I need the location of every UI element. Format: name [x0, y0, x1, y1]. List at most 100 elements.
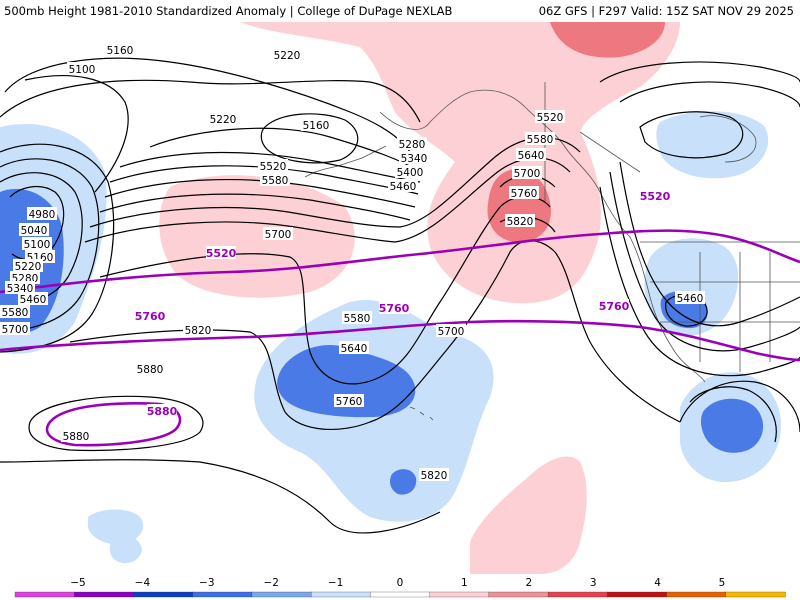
contour-label-text: 5700 — [514, 168, 541, 180]
contour-label-bg — [301, 118, 331, 131]
colorbar-swatch — [547, 591, 608, 598]
contour-label-bg — [535, 110, 565, 123]
colorbar-tick-label: 3 — [590, 577, 597, 589]
contour-label-bg — [675, 291, 705, 304]
clim-label-text: 5880 — [147, 405, 178, 418]
contour-label-bg — [0, 322, 30, 335]
anomaly-shading — [0, 22, 781, 574]
colorbar-swatches — [14, 591, 786, 598]
contour-label: 5400 — [395, 165, 425, 179]
contour-label-text: 5340 — [401, 153, 428, 165]
contour-label-text: 5460 — [677, 293, 704, 305]
contour-label-text: 5220 — [210, 114, 237, 126]
contour-east-trough-3 — [599, 61, 800, 83]
contour-southeast-1 — [689, 386, 777, 443]
contour-label-bg — [61, 429, 91, 442]
contour-label-bg — [399, 151, 429, 164]
contour-label-text: 5100 — [69, 64, 96, 76]
contour-label-text: 5880 — [137, 364, 164, 376]
contour-label: 5820 — [419, 468, 449, 482]
contour-label-text: 5820 — [185, 325, 212, 337]
contour-label-bg — [183, 323, 213, 336]
contour-label-bg — [18, 292, 48, 305]
clim-label-bg — [599, 299, 629, 312]
contour-label: 5520 — [258, 159, 288, 173]
neg-anomaly-small-core — [390, 469, 417, 495]
contour-label-text: 5280 — [399, 139, 426, 151]
contour-label-text: 5520 — [537, 112, 564, 124]
contour-label: 5280 — [397, 137, 427, 151]
contour-label-bg — [22, 237, 52, 250]
contour-label: 5220 — [272, 48, 302, 62]
clim-label: 5760 — [379, 301, 410, 315]
clim-label: 5760 — [599, 299, 630, 313]
colorbar-swatch — [192, 591, 253, 598]
clim-label: 5520 — [206, 246, 237, 260]
contour-5160-low — [260, 113, 359, 164]
contour-label: 5220 — [208, 112, 238, 126]
contour-label-text: 5580 — [2, 307, 29, 319]
contour-label: 5460 — [675, 291, 705, 305]
contour-5580-main — [84, 157, 571, 243]
contour-label: 5700 — [512, 166, 542, 180]
contour-low-west-3 — [0, 158, 100, 333]
contour-label: 5460 — [18, 292, 48, 306]
contour-label-text: 5580 — [527, 134, 554, 146]
contour-label-bg — [10, 271, 40, 284]
contour-label: 5580 — [0, 305, 30, 319]
colorbar-ticks: −5 −4 −3 −2 −1 0 1 2 3 4 5 — [70, 577, 725, 589]
contour-label: 5760 — [334, 394, 364, 408]
contour-label-text: 5760 — [511, 188, 538, 200]
contour-label-text: 5460 — [390, 181, 417, 193]
us-states — [650, 252, 800, 372]
contour-label-bg — [334, 394, 364, 407]
colorbar-swatch — [429, 591, 490, 598]
contour-label-text: 5700 — [265, 229, 292, 241]
alaska-coast — [379, 89, 631, 238]
contour-east-trough-6 — [599, 186, 800, 377]
contour-label-text: 5100 — [24, 239, 51, 251]
contour-label-text: 5700 — [2, 324, 29, 336]
contour-label: 5880 — [135, 362, 165, 376]
hudson-bay — [699, 115, 757, 163]
contour-label-text: 5640 — [518, 150, 545, 162]
contour-east-trough-4 — [619, 161, 800, 327]
contour-label-bg — [263, 227, 293, 240]
contour-label-bg — [67, 62, 97, 75]
contour-label: 5640 — [339, 341, 369, 355]
pos-anomaly-south — [470, 456, 587, 574]
colorbar-swatch — [14, 591, 75, 598]
contour-label-text: 5220 — [15, 261, 42, 273]
contour-label-text: 5160 — [107, 45, 134, 57]
contour-label: 4980 — [27, 207, 57, 221]
colorbar-swatch — [725, 591, 786, 598]
climatology-labels: 5520 5520 5760 5760 5760 5880 — [135, 189, 671, 418]
clim-label: 5760 — [135, 309, 166, 323]
contour-label-bg — [505, 214, 535, 227]
contour-5220-mid — [149, 127, 421, 173]
contour-label: 5340 — [399, 151, 429, 165]
contour-label-text: 4980 — [29, 209, 56, 221]
contour-east-trough-5 — [609, 171, 800, 352]
contour-label-bg — [388, 179, 418, 192]
clim-label-bg — [640, 189, 670, 202]
colorbar-tick-label: 0 — [397, 577, 404, 589]
neg-anomaly-small-sw2 — [109, 535, 142, 564]
contour-label-bg — [27, 207, 57, 220]
contour-label-text: 5220 — [274, 50, 301, 62]
contour-label-bg — [135, 362, 165, 375]
contour-label-bg — [436, 324, 466, 337]
contour-5280 — [119, 151, 421, 183]
contour-label-bg — [13, 259, 43, 272]
contour-label: 5700 — [436, 324, 466, 338]
contour-5520-main — [89, 136, 581, 228]
aleutian-chain — [304, 145, 387, 178]
colorbar-swatch — [251, 591, 312, 598]
contour-label-bg — [525, 132, 555, 145]
contour-label-text: 5520 — [260, 161, 287, 173]
contour-east-trough-2 — [639, 111, 744, 159]
contour-label-text: 5400 — [397, 167, 424, 179]
clim-label-text: 5520 — [206, 247, 237, 260]
contour-label: 5640 — [516, 148, 546, 162]
clim-5760 — [0, 319, 800, 362]
